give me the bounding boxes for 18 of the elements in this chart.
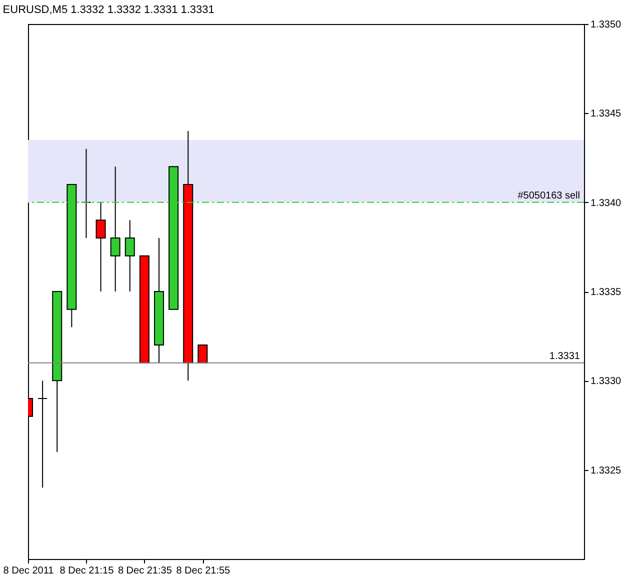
candlestick <box>81 148 92 238</box>
chart-title: EURUSD,M5 1.3332 1.3332 1.3331 1.3331 <box>2 4 214 16</box>
ref-line-label: #5050163 sell <box>518 190 580 202</box>
y-tick-label: 1.3340 <box>590 198 622 209</box>
candlestick <box>198 344 208 364</box>
candlestick <box>38 380 48 488</box>
candlestick <box>96 202 106 292</box>
y-tick-label: 1.3350 <box>590 20 622 30</box>
x-tick-label: 8 Dec 2011 <box>3 566 54 576</box>
y-tick-label: 1.3335 <box>590 287 622 298</box>
x-tick-label: 8 Dec 21:35 <box>118 566 172 576</box>
x-tick-label: 8 Dec 21:55 <box>176 566 231 576</box>
candlestick <box>124 220 135 292</box>
y-tick-label: 1.3345 <box>590 108 622 120</box>
ref-line-label: 1.3331 <box>549 350 580 362</box>
y-tick-label: 1.3330 <box>590 376 622 388</box>
x-tick-label: 8 Dec 21:15 <box>60 566 114 576</box>
y-tick-label: 1.3325 <box>590 465 622 476</box>
